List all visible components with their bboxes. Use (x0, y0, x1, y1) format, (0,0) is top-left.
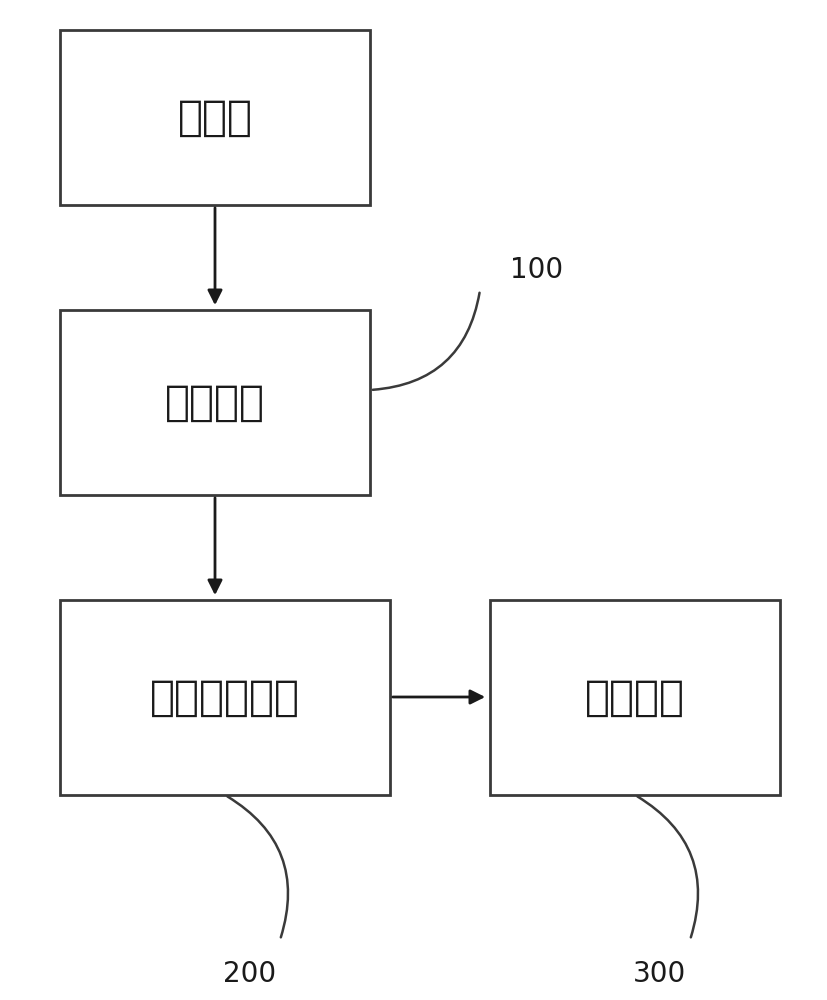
Text: 数模转换单元: 数模转换单元 (150, 676, 299, 718)
Bar (490, 600, 779, 795)
Text: 100: 100 (509, 256, 562, 284)
Text: 上位机: 上位机 (177, 97, 252, 138)
Text: 轮循单元: 轮循单元 (165, 381, 265, 424)
Bar (60, 30, 370, 205)
Text: 200: 200 (223, 960, 276, 988)
Bar (60, 600, 390, 795)
Bar (60, 310, 370, 495)
Text: 调节单元: 调节单元 (585, 676, 684, 718)
Text: 300: 300 (633, 960, 686, 988)
